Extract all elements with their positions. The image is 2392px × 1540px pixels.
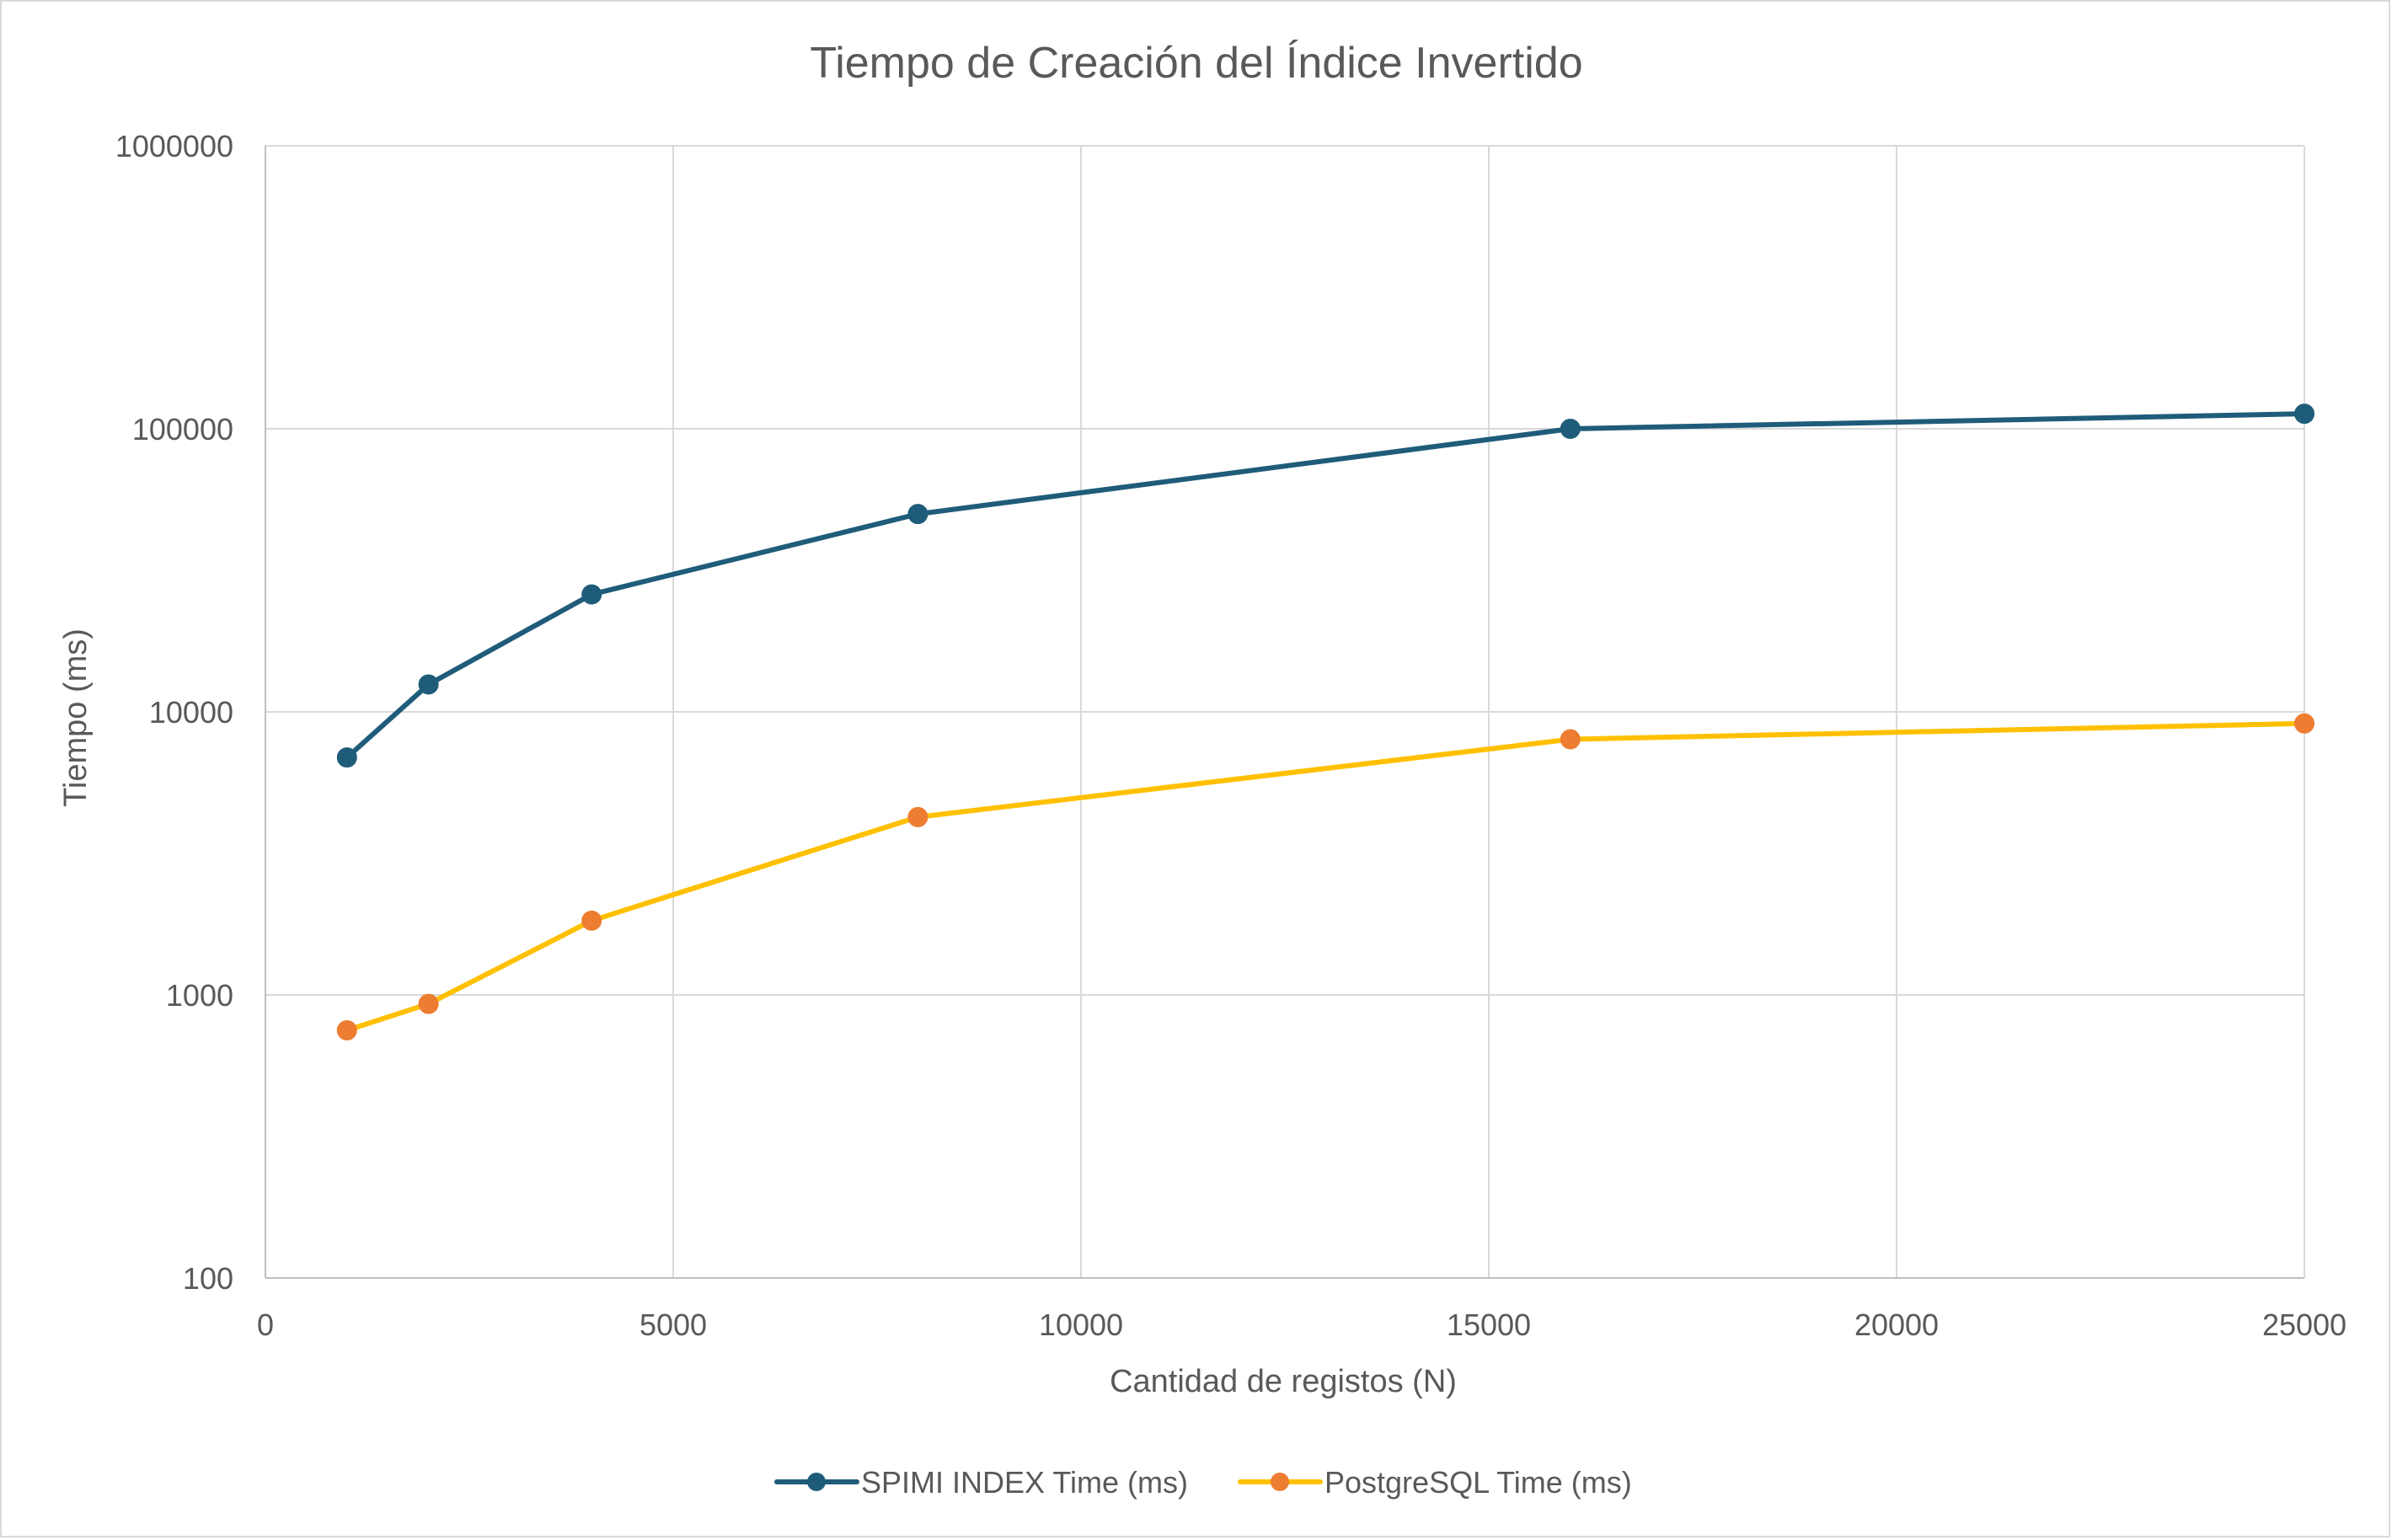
- data-point-series-1: [2294, 404, 2314, 425]
- x-tick-label: 0: [257, 1307, 274, 1342]
- data-point-series-2: [907, 806, 928, 827]
- data-point-series-1: [581, 584, 602, 605]
- data-point-series-1: [907, 504, 928, 525]
- x-tick-label: 20000: [1854, 1307, 1939, 1342]
- axis-layer: 100 1000 10000 100000 1000000 0 5000 10000 15000…: [115, 129, 2347, 1342]
- legend: SPIMI INDEX Time (ms) PostgreSQL Time (ms…: [774, 1465, 1632, 1500]
- data-point-series-1: [418, 674, 439, 695]
- y-tick-label: 1000000: [115, 129, 233, 163]
- x-axis-title: Cantidad de registos (N): [1110, 1364, 1457, 1399]
- grid-layer: [265, 145, 2305, 1278]
- y-axis-title: Tiempo (ms): [58, 628, 94, 807]
- y-tick-label: 1000: [166, 978, 233, 1013]
- x-tick-label: 5000: [639, 1307, 707, 1342]
- data-point-series-2: [1560, 729, 1581, 750]
- x-tick-label: 25000: [2262, 1307, 2347, 1342]
- x-tick-label: 15000: [1447, 1307, 1531, 1342]
- data-point-series-1: [1560, 419, 1581, 439]
- data-point-series-2: [581, 910, 602, 931]
- data-point-series-2: [2294, 713, 2314, 734]
- series-layer: [336, 404, 2314, 1040]
- y-tick-label: 100: [183, 1261, 233, 1296]
- data-point-series-2: [336, 1019, 357, 1040]
- legend-label-2: PostgreSQL Time (ms): [1324, 1465, 1632, 1500]
- data-point-series-1: [336, 747, 357, 768]
- data-point-series-2: [418, 993, 439, 1014]
- legend-label-1: SPIMI INDEX Time (ms): [861, 1465, 1188, 1500]
- y-tick-label: 100000: [132, 412, 233, 446]
- legend-marker-1: [807, 1473, 826, 1491]
- series-line-1: [344, 411, 2307, 761]
- series-line-2: [344, 720, 2307, 1033]
- legend-marker-2: [1271, 1473, 1289, 1491]
- chart-title: Tiempo de Creación del Índice Invertido: [810, 39, 1582, 88]
- x-tick-label: 10000: [1039, 1307, 1123, 1342]
- y-tick-label: 10000: [149, 695, 233, 730]
